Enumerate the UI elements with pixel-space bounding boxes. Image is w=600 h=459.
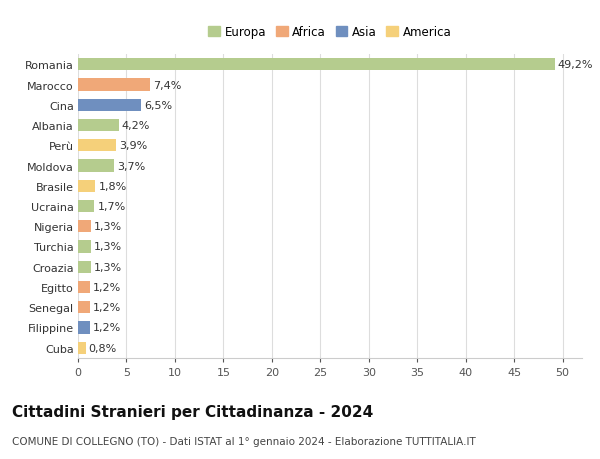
Bar [78, 59, 555, 71]
Bar [78, 201, 94, 213]
Text: 1,2%: 1,2% [92, 302, 121, 313]
Text: 7,4%: 7,4% [152, 80, 181, 90]
Bar [78, 302, 89, 313]
Text: COMUNE DI COLLEGNO (TO) - Dati ISTAT al 1° gennaio 2024 - Elaborazione TUTTITALI: COMUNE DI COLLEGNO (TO) - Dati ISTAT al … [12, 436, 476, 446]
Bar [78, 342, 86, 354]
Bar [78, 281, 89, 293]
Text: 1,7%: 1,7% [97, 202, 125, 212]
Bar [78, 79, 150, 91]
Bar [78, 100, 141, 112]
Bar [78, 140, 116, 152]
Bar [78, 261, 91, 273]
Text: 4,2%: 4,2% [122, 121, 150, 131]
Text: 6,5%: 6,5% [144, 101, 172, 111]
Bar [78, 322, 89, 334]
Bar [78, 221, 91, 233]
Text: 49,2%: 49,2% [558, 60, 593, 70]
Text: Cittadini Stranieri per Cittadinanza - 2024: Cittadini Stranieri per Cittadinanza - 2… [12, 404, 373, 419]
Text: 3,7%: 3,7% [117, 161, 145, 171]
Text: 1,8%: 1,8% [98, 181, 127, 191]
Text: 1,3%: 1,3% [94, 242, 122, 252]
Bar [78, 120, 119, 132]
Legend: Europa, Africa, Asia, America: Europa, Africa, Asia, America [203, 22, 457, 44]
Text: 1,3%: 1,3% [94, 262, 122, 272]
Text: 3,9%: 3,9% [119, 141, 147, 151]
Bar [78, 180, 95, 192]
Text: 1,3%: 1,3% [94, 222, 122, 232]
Bar [78, 241, 91, 253]
Text: 1,2%: 1,2% [92, 323, 121, 333]
Text: 0,8%: 0,8% [89, 343, 117, 353]
Bar [78, 160, 114, 172]
Text: 1,2%: 1,2% [92, 282, 121, 292]
